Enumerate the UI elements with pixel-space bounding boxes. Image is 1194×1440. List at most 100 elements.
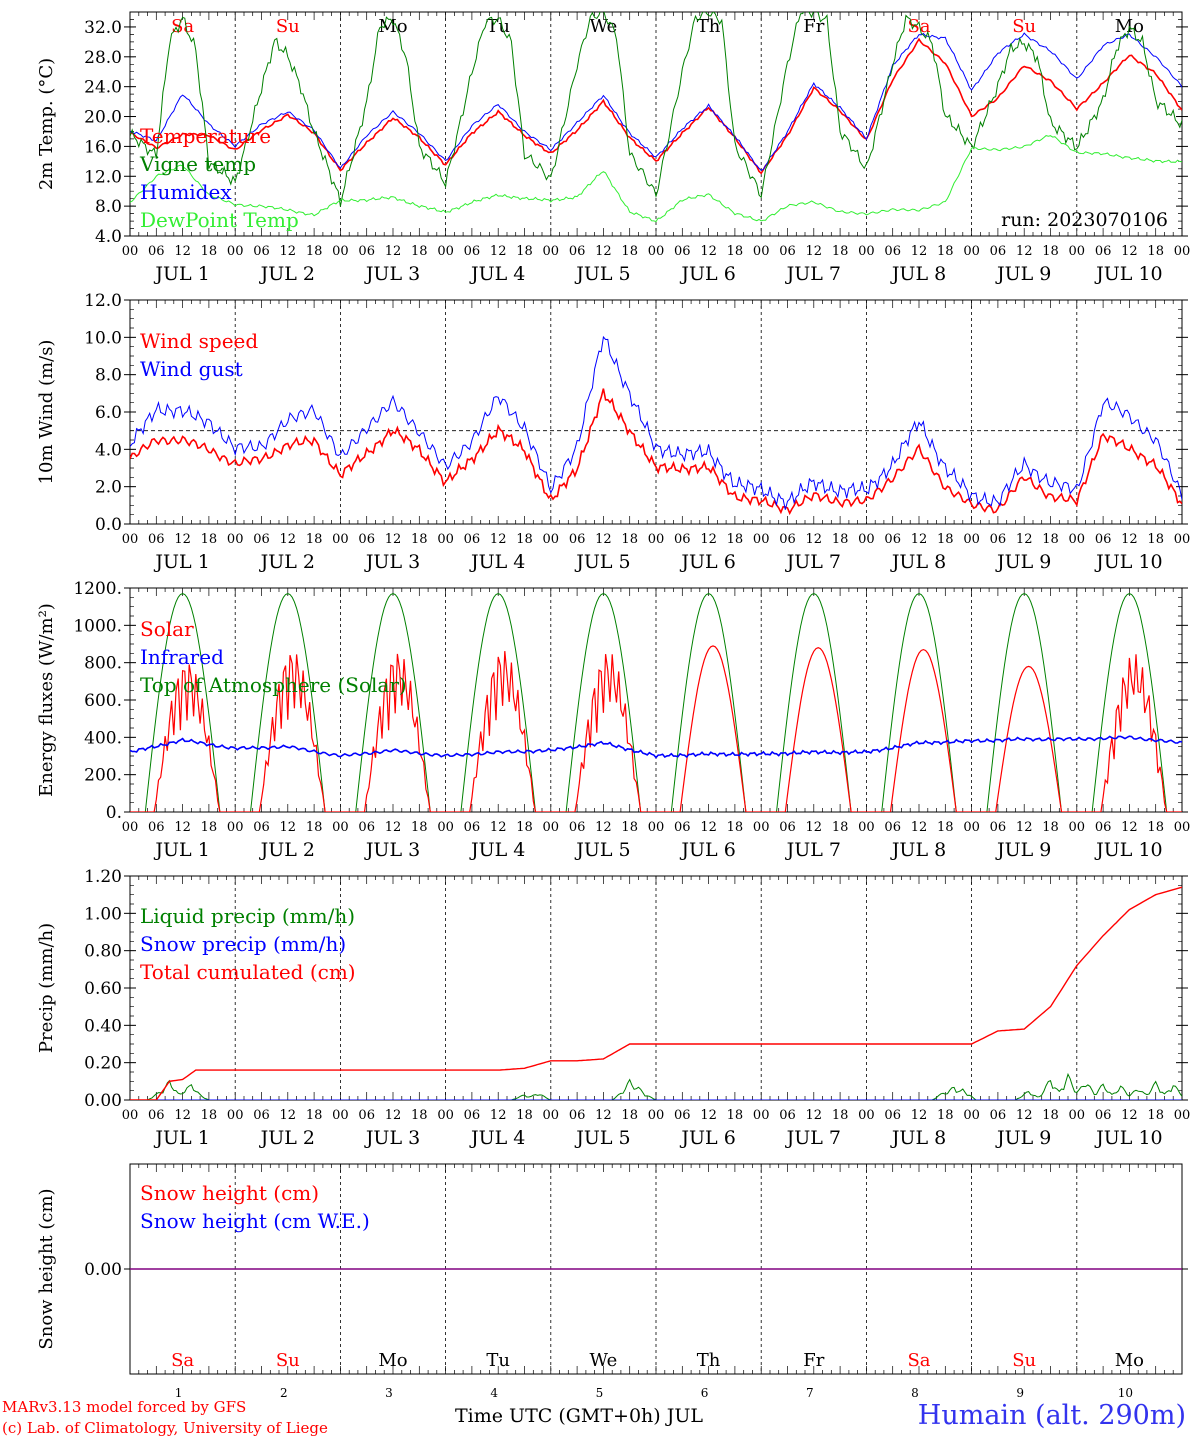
- day-label: JUL 8: [890, 551, 946, 573]
- hour-tick-label: 00: [753, 820, 770, 835]
- legend-solar: Solar: [140, 617, 194, 641]
- day-number: 10: [1118, 1386, 1133, 1400]
- y-axis-label: Energy fluxes (W/m²): [36, 603, 57, 797]
- day-label: JUL 9: [995, 1127, 1051, 1149]
- x-minor-ticks: [129, 12, 1183, 236]
- day-label: JUL 7: [785, 839, 841, 861]
- day-label: JUL 6: [679, 839, 735, 861]
- series-temperature: [130, 37, 1182, 175]
- day-label: JUL 3: [364, 839, 420, 861]
- hour-tick-label: 12: [1121, 820, 1138, 835]
- hour-tick-label: 12: [595, 532, 612, 547]
- day-label: JUL 4: [469, 263, 525, 285]
- day-label: JUL 6: [679, 1127, 735, 1149]
- y-tick-label: 0.00: [84, 1260, 122, 1280]
- hour-tick-label: 18: [727, 532, 744, 547]
- hour-tick-label: 00: [332, 244, 349, 259]
- hour-tick-label: 12: [911, 820, 928, 835]
- hour-tick-label: 12: [280, 1108, 297, 1123]
- legend-infrared: Infrared: [140, 645, 224, 669]
- weekday-label: Sa: [171, 1350, 194, 1371]
- legend-humidex: Humidex: [140, 180, 232, 204]
- hour-tick-label: 00: [543, 820, 560, 835]
- day-label: JUL 9: [995, 839, 1051, 861]
- panel-frame: [129, 587, 1183, 813]
- hour-tick-label: 12: [174, 1108, 191, 1123]
- hour-tick-label: 12: [280, 532, 297, 547]
- weekday-label: We: [590, 1350, 618, 1371]
- day-label: JUL 3: [364, 551, 420, 573]
- day-label: JUL 1: [153, 263, 209, 285]
- hour-tick-label: 12: [280, 244, 297, 259]
- hour-tick-label: 00: [227, 532, 244, 547]
- panel-snow: 0.00 Snow height (cm) Sa Su Mo Tu We Th Fr Sa Su Mo…: [36, 1163, 1188, 1375]
- day-label: JUL 6: [679, 263, 735, 285]
- series-wind-gust: [130, 335, 1182, 510]
- hour-tick-label: 18: [621, 532, 638, 547]
- weekday-label: Fr: [803, 1350, 824, 1371]
- hour-tick-label: 18: [411, 820, 428, 835]
- legend-liquid-precip-mm-h-: Liquid precip (mm/h): [140, 904, 355, 928]
- hour-tick-label: 12: [700, 820, 717, 835]
- hour-tick-label: 18: [1147, 1108, 1164, 1123]
- hour-tick-label: 18: [937, 244, 954, 259]
- hour-tick-label: 18: [516, 532, 533, 547]
- day-label: JUL 10: [1094, 1127, 1162, 1149]
- hour-tick-label: 00: [648, 244, 665, 259]
- day-label: JUL 7: [785, 263, 841, 285]
- panel-frame: [129, 11, 1183, 237]
- panel-frame: [129, 299, 1183, 525]
- hour-tick-label: 18: [306, 244, 323, 259]
- hour-tick-label: 18: [201, 244, 218, 259]
- hour-tick-label: 12: [385, 244, 402, 259]
- day-label: JUL 1: [153, 1127, 209, 1149]
- hour-tick-label: 12: [385, 820, 402, 835]
- hour-tick-label: 12: [1016, 244, 1033, 259]
- hour-tick-label: 18: [621, 244, 638, 259]
- hour-tick-label: 12: [700, 244, 717, 259]
- x-minor-ticks: [129, 588, 1183, 812]
- y-minor-ticks: [130, 11, 1182, 237]
- hour-tick-label: 06: [884, 820, 901, 835]
- y-tick-label: 12.0: [84, 291, 122, 311]
- hour-tick-label: 12: [490, 820, 507, 835]
- day-label: JUL 8: [890, 263, 946, 285]
- hour-tick-label: 18: [1147, 532, 1164, 547]
- hour-tick-label: 06: [990, 532, 1007, 547]
- hour-tick-label: 18: [411, 244, 428, 259]
- series-layer: [130, 12, 1182, 223]
- day-number: 2: [280, 1386, 288, 1400]
- hour-tick-label: 06: [253, 820, 270, 835]
- series-humidex: [130, 32, 1182, 171]
- hour-tick-label: 06: [779, 244, 796, 259]
- y-minor-ticks: [130, 587, 1182, 813]
- hour-tick-label: 06: [990, 244, 1007, 259]
- y-tick-label: 0.40: [84, 1016, 122, 1036]
- weekday-label: Sa: [171, 16, 194, 37]
- hour-tick-label: 00: [858, 532, 875, 547]
- hour-tick-label: 00: [332, 1108, 349, 1123]
- hour-tick-label: 18: [1042, 1108, 1059, 1123]
- hour-tick-label: 18: [1147, 820, 1164, 835]
- y-tick-label: 1.00: [84, 904, 122, 924]
- y-tick-label: 1.20: [84, 867, 122, 887]
- hour-tick-label: 18: [1042, 244, 1059, 259]
- day-label: JUL 5: [574, 551, 630, 573]
- hour-tick-label: 12: [1121, 244, 1138, 259]
- day-label: JUL 4: [469, 1127, 525, 1149]
- hour-tick-label: 18: [832, 532, 849, 547]
- y-tick-label: 0.20: [84, 1054, 122, 1074]
- legend-snow-precip-mm-h-: Snow precip (mm/h): [140, 932, 346, 956]
- y-tick-label: 800.: [84, 654, 122, 674]
- hour-tick-label: 06: [569, 532, 586, 547]
- series-layer: [130, 593, 1182, 812]
- legend-snow-height-cm-w-e-: Snow height (cm W.E.): [140, 1209, 370, 1233]
- hour-tick-label: 00: [1069, 244, 1086, 259]
- y-axis-label: 2m Temp. (°C): [36, 58, 57, 190]
- hour-tick-label: 06: [569, 244, 586, 259]
- hour-tick-label: 12: [490, 532, 507, 547]
- hour-tick-label: 12: [806, 532, 823, 547]
- hour-tick-label: 06: [358, 1108, 375, 1123]
- legend-dewpoint-temp: DewPoint Temp: [140, 208, 299, 232]
